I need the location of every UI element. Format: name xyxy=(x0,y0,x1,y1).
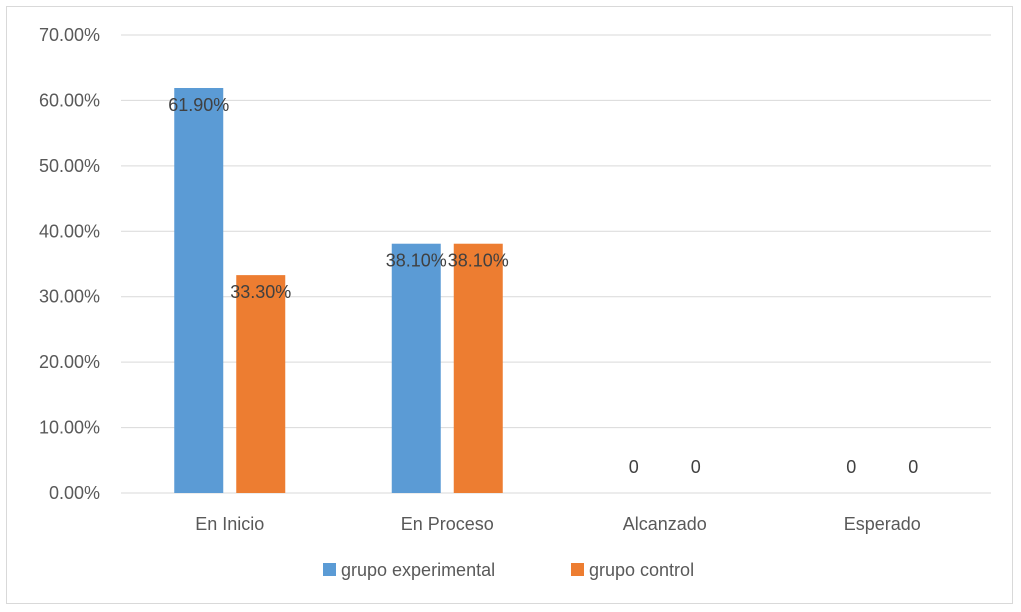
legend-label: grupo control xyxy=(589,560,694,580)
data-label: 33.30% xyxy=(230,282,291,302)
y-tick-label: 10.00% xyxy=(39,418,100,438)
legend-item: grupo control xyxy=(571,560,694,580)
y-tick-label: 0.00% xyxy=(49,483,100,503)
y-tick-label: 60.00% xyxy=(39,90,100,110)
bar xyxy=(391,243,441,493)
chart-frame xyxy=(6,6,1013,604)
bar xyxy=(174,87,224,494)
y-tick-label: 20.00% xyxy=(39,352,100,372)
x-tick-label: Alcanzado xyxy=(623,514,707,534)
y-tick-label: 30.00% xyxy=(39,287,100,307)
legend-item: grupo experimental xyxy=(323,560,495,580)
data-label: 38.10% xyxy=(386,251,447,271)
data-label: 38.10% xyxy=(448,251,509,271)
data-label: 0 xyxy=(846,457,856,477)
data-label: 0 xyxy=(908,457,918,477)
x-tick-label: En Inicio xyxy=(195,514,264,534)
legend-label: grupo experimental xyxy=(341,560,495,580)
y-tick-label: 70.00% xyxy=(39,25,100,45)
legend: grupo experimental grupo control xyxy=(323,560,694,580)
data-label: 0 xyxy=(691,457,701,477)
bar xyxy=(453,243,503,493)
bars xyxy=(174,87,503,494)
y-axis-ticks: 0.00% 10.00% 20.00% 30.00% 40.00% 50.00% 60.00… xyxy=(39,25,100,503)
legend-swatch xyxy=(323,563,336,576)
y-tick-label: 50.00% xyxy=(39,156,100,176)
legend-swatch xyxy=(571,563,584,576)
data-labels: 61.90% 33.30% 38.10% 38.10% 0 0 0 0 xyxy=(168,95,918,477)
y-tick-label: 40.00% xyxy=(39,221,100,241)
bar xyxy=(236,275,286,493)
data-label: 61.90% xyxy=(168,95,229,115)
x-tick-label: Esperado xyxy=(844,514,921,534)
data-label: 0 xyxy=(629,457,639,477)
x-tick-label: En Proceso xyxy=(401,514,494,534)
x-axis-ticks: En Inicio En Proceso Alcanzado Esperado xyxy=(195,514,921,534)
